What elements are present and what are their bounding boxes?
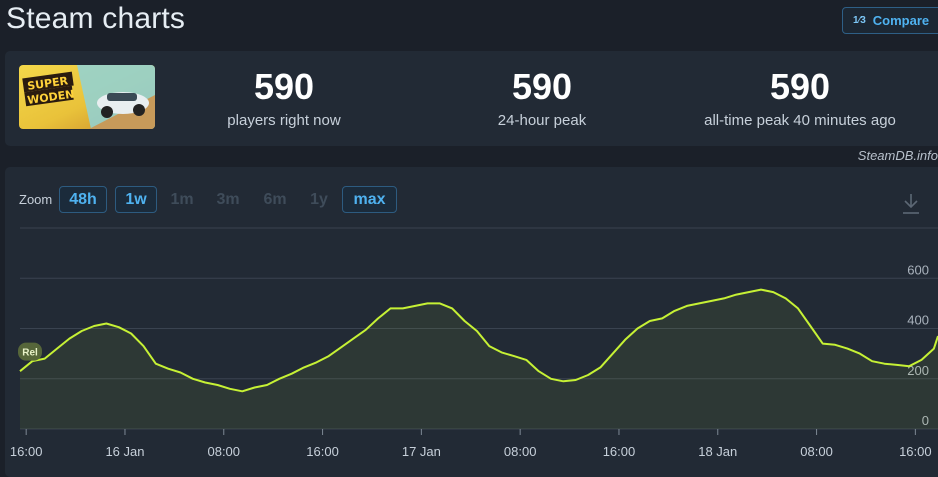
zoom-1w-button[interactable]: 1w xyxy=(115,186,157,213)
stat-all-time-peak: 590 all-time peak 40 minutes ago xyxy=(670,66,930,130)
series-area xyxy=(20,289,938,429)
steamdb-credit[interactable]: SteamDB.info xyxy=(857,148,938,163)
y-tick-label: 0 xyxy=(922,413,929,428)
stat-label: players right now xyxy=(227,112,341,129)
compare-button[interactable]: 1⁄3 Compare xyxy=(842,7,938,34)
zoom-max-button[interactable]: max xyxy=(342,186,397,213)
page-title: Steam charts xyxy=(6,2,186,35)
zoom-3m-button[interactable]: 3m xyxy=(216,190,240,208)
chart-panel: Zoom 48h 1w 1m 3m 6m 1y max xyxy=(5,167,938,477)
series-line xyxy=(19,288,938,393)
x-tick-label: 16:00 xyxy=(603,444,636,459)
y-tick-label: 600 xyxy=(907,262,929,277)
y-tick-label: 400 xyxy=(907,313,929,328)
game-logo-text: SUPER xyxy=(27,74,70,93)
x-tick-label: 16:00 xyxy=(306,444,339,459)
stat-value: 590 xyxy=(769,66,831,107)
x-tick-label: 08:00 xyxy=(207,444,240,459)
x-tick-label: 16:00 xyxy=(10,444,43,459)
player-count-chart[interactable]: 0 200 400 600 16:00 16 Jan 08:00 16:00 17 Jan 08:… xyxy=(0,0,938,465)
x-tick-label: 08:00 xyxy=(800,444,833,459)
stat-value: 590 xyxy=(511,66,573,107)
zoom-1y-button[interactable]: 1y xyxy=(310,190,328,208)
stat-label: all-time peak 40 minutes ago xyxy=(704,112,896,129)
zoom-1m-button[interactable]: 1m xyxy=(170,190,194,208)
zoom-48h-button[interactable]: 48h xyxy=(59,186,107,213)
zoom-6m-button[interactable]: 6m xyxy=(263,190,287,208)
zoom-label: Zoom xyxy=(19,192,53,207)
x-tick-label: 17 Jan xyxy=(402,444,441,459)
x-tick-label: 16:00 xyxy=(899,444,932,459)
release-badge-label: Rel xyxy=(22,348,38,359)
compare-label: Compare xyxy=(872,13,930,28)
release-badge xyxy=(18,342,42,361)
stat-label: 24-hour peak xyxy=(497,112,587,129)
y-tick-label: 200 xyxy=(907,363,929,378)
game-logo-image: SUPER WODEN xyxy=(19,65,155,129)
x-tick-label: 18 Jan xyxy=(698,444,737,459)
stats-panel: SUPER WODEN 590 players right now 590 24… xyxy=(5,51,938,146)
stat-players-now: 590 players right now xyxy=(154,66,414,130)
download-icon[interactable] xyxy=(901,192,921,216)
x-tick-label: 08:00 xyxy=(504,444,537,459)
x-tick-label: 16 Jan xyxy=(105,444,144,459)
stat-value: 590 xyxy=(253,66,315,107)
fraction-icon: 1⁄3 xyxy=(853,15,866,26)
stat-24h-peak: 590 24-hour peak xyxy=(412,66,672,130)
game-thumbnail[interactable]: SUPER WODEN xyxy=(19,65,155,129)
